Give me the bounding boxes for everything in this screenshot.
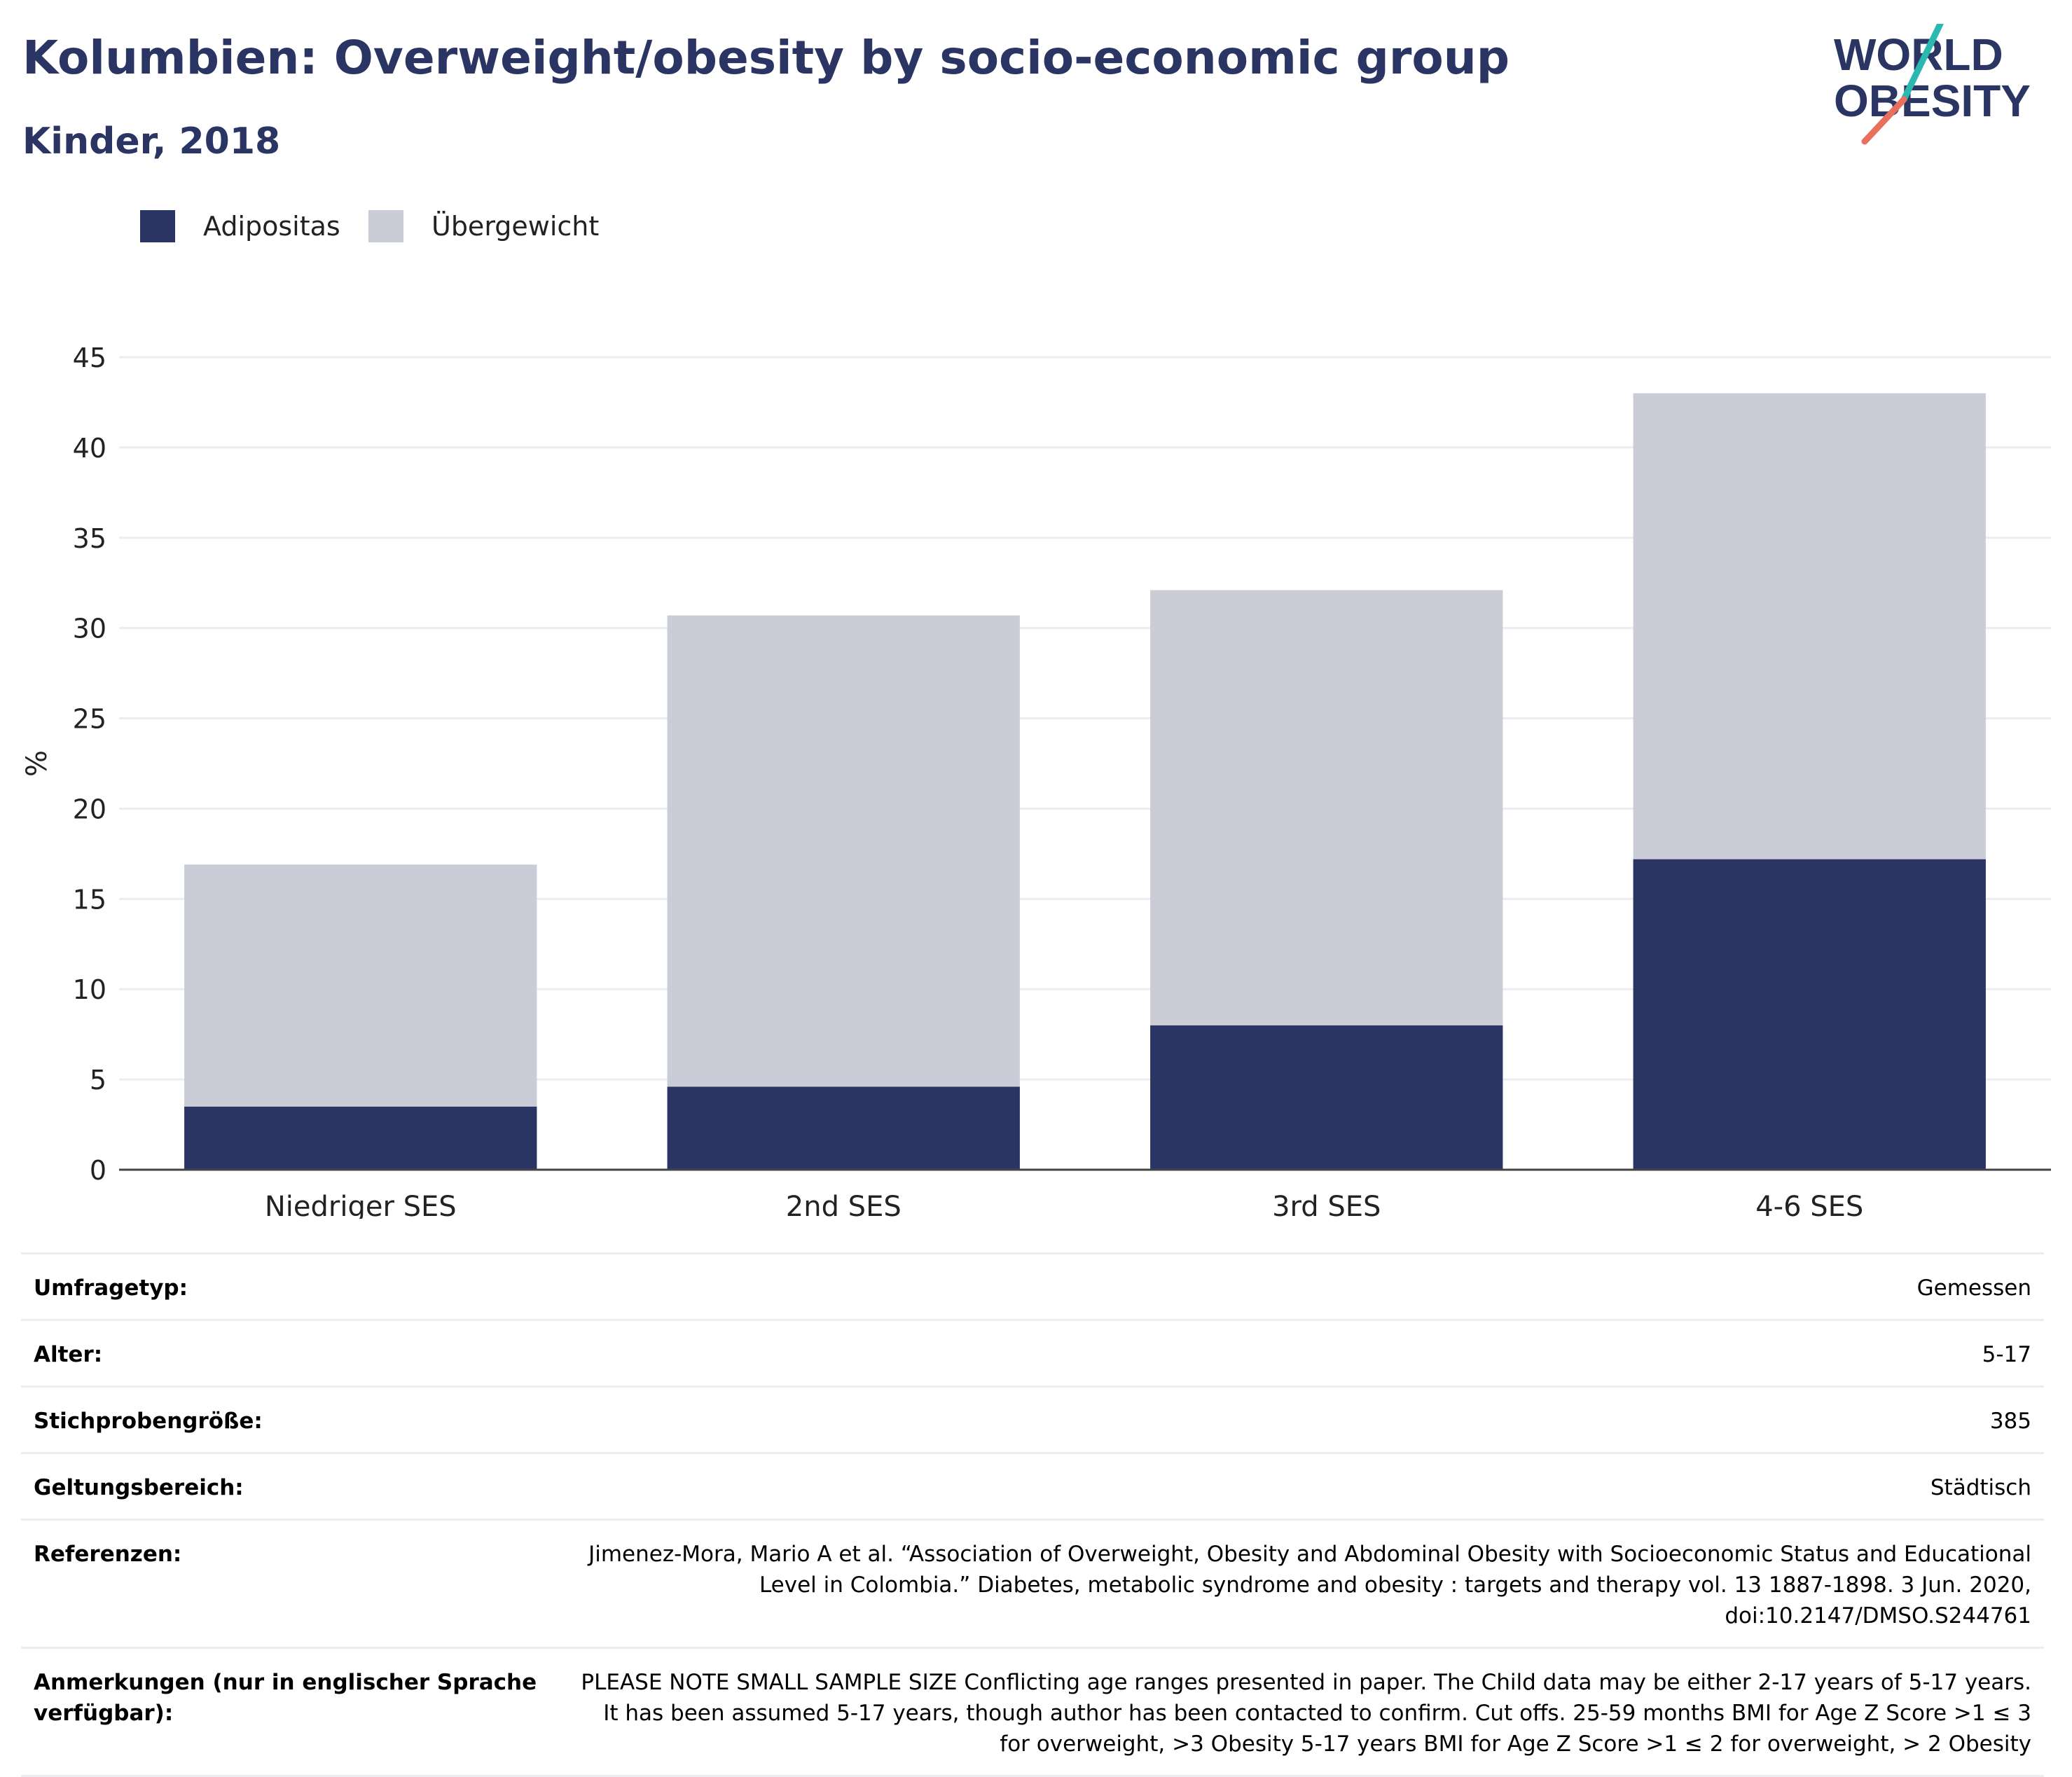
meta-key: Alter: [21, 1319, 565, 1388]
world-obesity-logo: WORLD OBESITY [1834, 24, 2031, 145]
y-tick-label: 40 [73, 433, 106, 464]
bar-overweight[interactable] [667, 615, 1020, 1087]
y-tick-label: 15 [73, 884, 106, 915]
chart-subtitle: Kinder, 2018 [22, 120, 281, 163]
y-tick-label: 45 [73, 343, 106, 373]
x-tick-label: 3rd SES [1272, 1191, 1381, 1219]
y-tick-label: 5 [90, 1065, 106, 1095]
y-axis-title: % [21, 750, 53, 777]
meta-value: Städtisch [565, 1452, 2044, 1521]
meta-row-sample-size: Stichprobengröße: 385 [21, 1385, 2044, 1454]
meta-key: Referenzen: [21, 1519, 565, 1649]
bar-obesity[interactable] [667, 1086, 1020, 1170]
meta-value: Gemessen [565, 1252, 2044, 1321]
x-tick-label: Niedriger SES [265, 1191, 457, 1219]
meta-key: Stichprobengröße: [21, 1385, 565, 1454]
meta-key: Umfragetyp: [21, 1252, 565, 1321]
bar-overweight[interactable] [184, 864, 537, 1107]
chart-title: Kolumbien: Overweight/obesity by socio-e… [22, 31, 1510, 85]
y-tick-label: 0 [90, 1155, 106, 1186]
legend-label-obesity: Adipositas [203, 211, 340, 242]
legend-label-overweight: Übergewicht [431, 211, 600, 242]
meta-key: Anmerkungen (nur in englischer Sprache v… [21, 1647, 565, 1777]
y-tick-label: 30 [73, 614, 106, 644]
bar-obesity[interactable] [184, 1106, 537, 1170]
logo-slash-teal [1900, 24, 1944, 103]
legend-swatch-obesity [140, 210, 175, 242]
y-tick-label: 20 [73, 794, 106, 824]
logo-slash-coral [1861, 96, 1907, 145]
meta-row-references: Referenzen: Jimenez-Mora, Mario A et al.… [21, 1519, 2044, 1649]
x-tick-label: 4-6 SES [1755, 1191, 1863, 1219]
x-tick-label: 2nd SES [786, 1191, 902, 1219]
bar-obesity[interactable] [1150, 1025, 1503, 1170]
bar-obesity[interactable] [1633, 859, 1986, 1170]
meta-value: Jimenez-Mora, Mario A et al. “Associatio… [565, 1519, 2044, 1649]
logo-line-obesity: OBESITY [1834, 76, 2031, 126]
meta-row-age: Alter: 5-17 [21, 1319, 2044, 1388]
stacked-bar-chart: 0 5 10 15 20 25 30 35 40 45% Niedriger SES 2nd SES 3… [21, 343, 2051, 1219]
meta-key: Geltungsbereich: [21, 1452, 565, 1521]
meta-row-survey-type: Umfragetyp: Gemessen [21, 1252, 2044, 1321]
y-tick-label: 25 [73, 704, 106, 735]
meta-value: PLEASE NOTE SMALL SAMPLE SIZE Conflictin… [565, 1647, 2044, 1777]
meta-value: 5-17 [565, 1319, 2044, 1388]
bar-overweight[interactable] [1150, 590, 1503, 1025]
meta-value: 385 [565, 1385, 2044, 1454]
meta-row-scope: Geltungsbereich: Städtisch [21, 1452, 2044, 1521]
y-tick-label: 10 [73, 974, 106, 1005]
legend-swatch-overweight [368, 210, 403, 242]
bar-overweight[interactable] [1633, 393, 1986, 859]
y-tick-label: 35 [73, 523, 106, 554]
metadata-table: Umfragetyp: Gemessen Alter: 5-17 Stichpr… [21, 1252, 2044, 1777]
meta-row-notes: Anmerkungen (nur in englischer Sprache v… [21, 1647, 2044, 1777]
